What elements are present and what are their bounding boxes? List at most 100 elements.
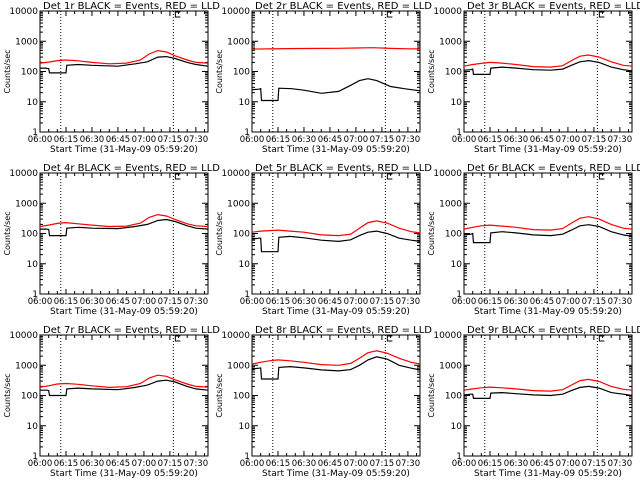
chart-panel-4: Det 4r BLACK = Events, RED = LLD 1 10 100 10… bbox=[3, 163, 220, 317]
series-line-lld bbox=[251, 220, 421, 237]
x-tick-label: 06:45 bbox=[318, 297, 343, 307]
x-tick-label: 06:00 bbox=[452, 459, 477, 469]
y-tick-label: 100 bbox=[445, 392, 462, 402]
x-tick-label: 06:00 bbox=[240, 135, 265, 145]
y-axis-label: Counts/sec bbox=[427, 211, 436, 255]
series-line-events bbox=[40, 218, 209, 237]
y-tick-label: 1000 bbox=[227, 37, 250, 47]
x-tick-label: 07:30 bbox=[184, 459, 209, 469]
series-line-events bbox=[40, 55, 209, 74]
plot-frame bbox=[463, 172, 633, 295]
x-tick-label: 07:30 bbox=[184, 297, 209, 307]
x-tick-label: 07:00 bbox=[132, 297, 157, 307]
x-tick-label: 06:45 bbox=[106, 459, 131, 469]
corner-mark bbox=[174, 335, 181, 342]
y-tick-label: 10 bbox=[451, 260, 463, 270]
y-tick-label: 10000 bbox=[221, 7, 250, 17]
y-tick-label: 10000 bbox=[433, 7, 462, 17]
x-tick-label: 06:30 bbox=[292, 297, 317, 307]
y-tick-label: 10000 bbox=[9, 331, 38, 341]
series-line-events bbox=[251, 78, 421, 102]
series-line-lld bbox=[251, 350, 421, 366]
x-tick-label: 07:15 bbox=[582, 459, 607, 469]
chart-title: Det 3r BLACK = Events, RED = LLD bbox=[467, 1, 640, 12]
series-line-lld bbox=[463, 216, 633, 231]
x-tick-label: 06:15 bbox=[266, 135, 291, 145]
x-axis-label: Start Time (31-May-09 05:59:20) bbox=[262, 469, 410, 479]
x-tick-label: 06:30 bbox=[292, 135, 317, 145]
y-axis-label: Counts/sec bbox=[215, 373, 224, 417]
plot-frame bbox=[39, 172, 209, 295]
series-line-lld bbox=[463, 54, 633, 68]
x-axis-label: Start Time (31-May-09 05:59:20) bbox=[474, 145, 622, 155]
y-tick-label: 100 bbox=[21, 230, 38, 240]
x-tick-label: 06:00 bbox=[28, 459, 53, 469]
series-line-events bbox=[463, 385, 633, 399]
plot-frame bbox=[251, 334, 421, 457]
chart-panel-8: Det 8r BLACK = Events, RED = LLD 1 10 100 10… bbox=[215, 325, 432, 479]
chart-panel-5: Det 5r BLACK = Events, RED = LLD 1 10 100 10… bbox=[215, 163, 432, 317]
y-tick-label: 10000 bbox=[221, 331, 250, 341]
x-tick-label: 06:15 bbox=[54, 459, 79, 469]
series-line-events bbox=[463, 59, 633, 76]
x-tick-label: 07:30 bbox=[608, 135, 633, 145]
series-line-events bbox=[463, 224, 633, 244]
x-tick-label: 06:15 bbox=[478, 297, 503, 307]
y-tick-label: 100 bbox=[445, 230, 462, 240]
x-tick-label: 06:00 bbox=[28, 135, 53, 145]
x-tick-label: 06:00 bbox=[240, 297, 265, 307]
x-axis-label: Start Time (31-May-09 05:59:20) bbox=[474, 469, 622, 479]
x-axis-label: Start Time (31-May-09 05:59:20) bbox=[262, 145, 410, 155]
x-tick-label: 06:00 bbox=[452, 297, 477, 307]
x-tick-label: 07:15 bbox=[158, 459, 183, 469]
y-tick-label: 1 bbox=[244, 128, 250, 138]
chart-title: Det 5r BLACK = Events, RED = LLD bbox=[255, 163, 432, 174]
y-tick-label: 1 bbox=[456, 128, 462, 138]
y-tick-label: 1 bbox=[456, 290, 462, 300]
y-tick-label: 1000 bbox=[15, 361, 38, 371]
y-tick-label: 1000 bbox=[439, 199, 462, 209]
y-tick-label: 100 bbox=[233, 230, 250, 240]
x-tick-label: 06:15 bbox=[478, 135, 503, 145]
y-tick-label: 1000 bbox=[439, 361, 462, 371]
x-tick-label: 07:15 bbox=[582, 297, 607, 307]
chart-panel-7: Det 7r BLACK = Events, RED = LLD 1 10 100 10… bbox=[3, 325, 220, 479]
y-tick-label: 1000 bbox=[227, 361, 250, 371]
y-axis-label: Counts/sec bbox=[3, 49, 12, 93]
x-tick-label: 06:45 bbox=[530, 459, 555, 469]
x-tick-label: 06:45 bbox=[318, 135, 343, 145]
chart-title: Det 9r BLACK = Events, RED = LLD bbox=[467, 325, 640, 336]
y-tick-label: 10 bbox=[451, 422, 463, 432]
y-tick-label: 1 bbox=[32, 128, 38, 138]
x-tick-label: 07:00 bbox=[344, 297, 369, 307]
corner-mark bbox=[174, 11, 181, 18]
y-axis-label: Counts/sec bbox=[215, 49, 224, 93]
x-tick-label: 07:15 bbox=[370, 459, 395, 469]
chart-panel-3: Det 3r BLACK = Events, RED = LLD 1 10 100 10… bbox=[427, 1, 640, 155]
chart-title: Det 7r BLACK = Events, RED = LLD bbox=[43, 325, 220, 336]
y-tick-label: 10 bbox=[239, 260, 251, 270]
corner-mark bbox=[598, 11, 605, 18]
y-axis-label: Counts/sec bbox=[215, 211, 224, 255]
series-line-lld bbox=[39, 374, 209, 389]
y-axis-label: Counts/sec bbox=[3, 211, 12, 255]
series-line-lld bbox=[39, 49, 209, 65]
y-tick-label: 100 bbox=[445, 68, 462, 78]
chart-panel-2: Det 2r BLACK = Events, RED = LLD 1 10 100 10… bbox=[215, 1, 432, 155]
x-tick-label: 06:00 bbox=[28, 297, 53, 307]
y-tick-label: 100 bbox=[233, 68, 250, 78]
plot-frame bbox=[39, 10, 209, 133]
chart-title: Det 4r BLACK = Events, RED = LLD bbox=[43, 163, 220, 174]
series-line-events bbox=[40, 379, 209, 397]
x-tick-label: 07:15 bbox=[582, 135, 607, 145]
corner-mark bbox=[386, 335, 393, 342]
y-tick-label: 10000 bbox=[433, 331, 462, 341]
x-tick-label: 06:15 bbox=[266, 297, 291, 307]
series-line-events bbox=[251, 230, 421, 253]
y-tick-label: 1 bbox=[244, 452, 250, 462]
x-tick-label: 06:45 bbox=[318, 459, 343, 469]
x-tick-label: 07:00 bbox=[556, 135, 581, 145]
x-tick-label: 07:00 bbox=[344, 135, 369, 145]
y-tick-label: 10000 bbox=[433, 169, 462, 179]
